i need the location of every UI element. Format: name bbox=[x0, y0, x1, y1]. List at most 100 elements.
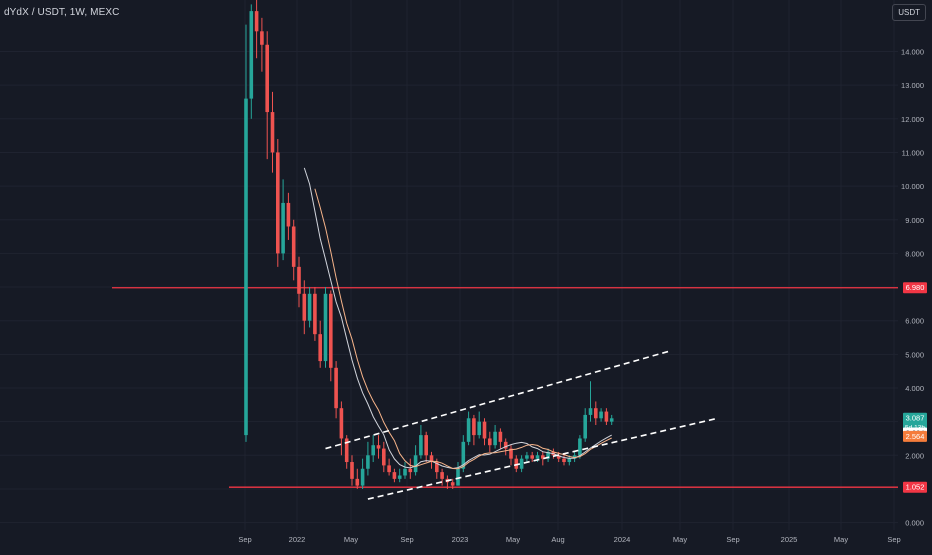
candle-body bbox=[260, 31, 264, 45]
ma-slow-label: 2.564 bbox=[906, 432, 925, 441]
currency-button[interactable]: USDT bbox=[892, 4, 926, 21]
x-tick-label: Sep bbox=[400, 535, 413, 544]
ma-slow-label-bg bbox=[903, 430, 927, 442]
horizontal-levels bbox=[112, 287, 898, 488]
trend-channel bbox=[325, 350, 718, 500]
x-tick-label: May bbox=[506, 535, 520, 544]
candle-body bbox=[355, 478, 360, 486]
candle-body bbox=[572, 455, 577, 459]
candle-body bbox=[334, 367, 338, 409]
x-tick-label: Sep bbox=[238, 535, 251, 544]
candle-body bbox=[556, 455, 561, 459]
x-tick-label: 2023 bbox=[452, 535, 469, 544]
x-tick-label: May bbox=[673, 535, 687, 544]
candle-body bbox=[366, 455, 370, 469]
last-price-label: 3.087 bbox=[906, 414, 925, 423]
candle-body bbox=[472, 418, 476, 436]
y-tick-label: 14.000 bbox=[901, 48, 924, 57]
candle-body bbox=[503, 441, 508, 449]
candle-body bbox=[276, 152, 280, 254]
x-tick-label: Sep bbox=[726, 535, 739, 544]
x-tick-label: 2024 bbox=[614, 535, 631, 544]
x-tick-label: Aug bbox=[551, 535, 564, 544]
x-tick-label: 2025 bbox=[781, 535, 798, 544]
candle-body bbox=[392, 472, 397, 479]
candle-body bbox=[408, 468, 413, 473]
candle-body bbox=[244, 98, 248, 436]
y-tick-label: 2.000 bbox=[905, 451, 924, 460]
candle-body bbox=[509, 448, 513, 459]
candle-body bbox=[371, 445, 375, 456]
candle-body bbox=[265, 44, 269, 113]
candle-body bbox=[541, 455, 545, 459]
candle-body bbox=[339, 408, 344, 439]
resistance-label-bg bbox=[903, 282, 927, 294]
candle-body bbox=[493, 431, 497, 446]
candle-body bbox=[413, 455, 418, 473]
moving-averages bbox=[303, 167, 612, 470]
candle-body bbox=[307, 293, 312, 321]
candle-body bbox=[482, 421, 487, 439]
candle-body bbox=[535, 455, 540, 459]
candle-body bbox=[435, 462, 439, 473]
candle-body bbox=[583, 414, 587, 439]
candle-body bbox=[254, 11, 259, 32]
y-tick-label: 5.000 bbox=[905, 350, 924, 359]
candle-body bbox=[525, 455, 529, 459]
candle-body bbox=[323, 293, 328, 362]
candle-body bbox=[313, 293, 317, 335]
time-axis[interactable]: Sep 2022 May Sep 2023 May Aug 2024 May Sep 2025 May… bbox=[238, 535, 900, 544]
x-tick-label: May bbox=[344, 535, 358, 544]
candle-body bbox=[599, 411, 603, 419]
candle-body bbox=[344, 438, 349, 463]
candle-body bbox=[477, 421, 481, 436]
candle-body bbox=[329, 293, 333, 368]
candle-body bbox=[350, 462, 354, 479]
candle-body bbox=[546, 451, 550, 459]
candle-body bbox=[514, 458, 519, 469]
candle-body bbox=[456, 468, 460, 486]
candle-body bbox=[419, 435, 423, 456]
candle-body bbox=[609, 418, 614, 422]
support-label: 1.052 bbox=[906, 483, 925, 492]
resistance-label: 6.980 bbox=[906, 283, 925, 292]
candle-body bbox=[397, 475, 402, 479]
grid bbox=[0, 0, 898, 530]
candle-body bbox=[461, 441, 466, 469]
candle-body bbox=[286, 202, 291, 227]
y-tick-label: 4.000 bbox=[905, 384, 924, 393]
y-tick-label: 6.000 bbox=[905, 317, 924, 326]
candle-body bbox=[562, 458, 566, 463]
y-tick-label: 10.000 bbox=[901, 182, 924, 191]
candle-body bbox=[450, 482, 455, 486]
candle-body bbox=[291, 226, 296, 267]
candle-body bbox=[318, 334, 322, 362]
candle-body bbox=[588, 408, 593, 415]
candle-body bbox=[488, 438, 492, 446]
candle-body bbox=[498, 431, 503, 442]
y-tick-label: 11.000 bbox=[902, 148, 924, 157]
candle-body bbox=[604, 411, 609, 422]
y-tick-label: 8.000 bbox=[905, 249, 924, 258]
candles bbox=[244, 0, 614, 489]
ma-slow-line bbox=[303, 167, 612, 470]
candle-body bbox=[429, 455, 434, 463]
candle-body bbox=[249, 11, 254, 99]
symbol-title[interactable]: dYdX / USDT, 1W, MEXC bbox=[4, 7, 120, 18]
candle-body bbox=[466, 418, 471, 442]
x-tick-label: 2022 bbox=[289, 535, 306, 544]
channel-line-upper bbox=[325, 350, 671, 450]
candle-body bbox=[594, 408, 598, 419]
candle-body bbox=[530, 455, 534, 459]
candle-body bbox=[424, 435, 428, 456]
candle-body bbox=[387, 465, 391, 473]
candle-body bbox=[281, 202, 285, 254]
candle-body bbox=[382, 448, 386, 466]
ma-fast-line bbox=[314, 188, 612, 470]
candle-body bbox=[270, 112, 275, 153]
candle-body bbox=[519, 458, 524, 469]
candle-body bbox=[297, 266, 301, 294]
